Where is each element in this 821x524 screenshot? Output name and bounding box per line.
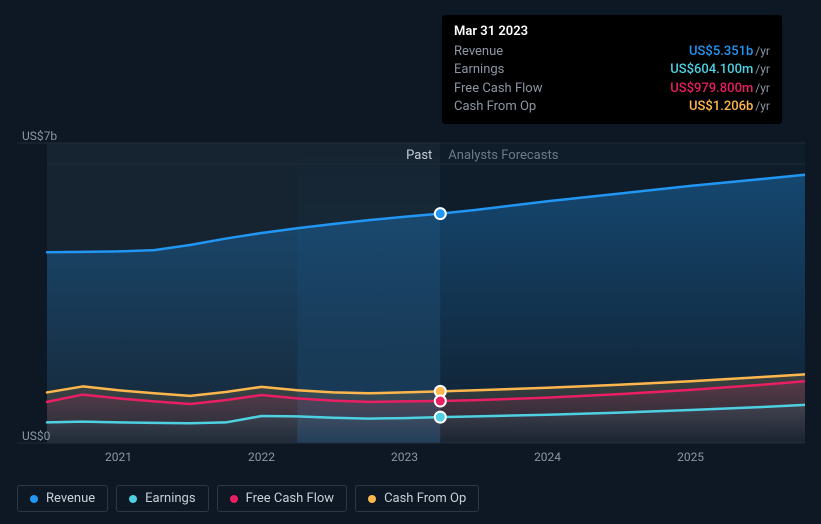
tooltip-title: Mar 31 2023 <box>454 23 770 41</box>
tooltip-row: Earnings US$604.100m/yr <box>454 61 770 79</box>
tooltip-row: Free Cash Flow US$979.800m/yr <box>454 80 770 98</box>
x-axis-label: 2021 <box>105 450 132 464</box>
tooltip-row: Cash From Op US$1.206b/yr <box>454 98 770 116</box>
tooltip-row-unit: /yr <box>755 44 770 58</box>
x-axis-label: 2023 <box>391 450 418 464</box>
tooltip-row-value: US$604.100m <box>670 62 753 77</box>
tooltip-row-unit: /yr <box>755 62 770 76</box>
tooltip: Mar 31 2023 Revenue US$5.351b/yr Earnings U… <box>442 15 782 124</box>
tooltip-row-unit: /yr <box>755 99 770 113</box>
tooltip-row-label: Cash From Op <box>454 98 536 116</box>
legend-dot-icon <box>368 495 376 503</box>
legend-label: Cash From Op <box>384 491 466 506</box>
x-axis-label: 2022 <box>248 450 275 464</box>
legend-item[interactable]: Revenue <box>17 485 108 512</box>
tooltip-row-value: US$5.351b <box>689 44 753 59</box>
tooltip-row-label: Revenue <box>454 43 503 61</box>
legend-dot-icon <box>230 495 238 503</box>
tooltip-row-value: US$979.800m <box>670 81 753 96</box>
legend-item[interactable]: Cash From Op <box>355 485 479 512</box>
tooltip-row: Revenue US$5.351b/yr <box>454 43 770 61</box>
legend-label: Earnings <box>145 491 195 506</box>
legend-item[interactable]: Free Cash Flow <box>217 485 347 512</box>
legend-label: Revenue <box>46 491 95 506</box>
legend-dot-icon <box>30 495 38 503</box>
x-axis-label: 2025 <box>677 450 704 464</box>
x-axis-label: 2024 <box>534 450 561 464</box>
tooltip-row-label: Free Cash Flow <box>454 80 542 98</box>
legend-label: Free Cash Flow <box>246 491 334 506</box>
tooltip-row-unit: /yr <box>755 81 770 95</box>
y-axis-label: US$0 <box>22 429 51 443</box>
tooltip-row-value: US$1.206b <box>689 99 753 114</box>
legend-dot-icon <box>129 495 137 503</box>
forecast-label: Analysts Forecasts <box>448 148 558 163</box>
legend-item[interactable]: Earnings <box>116 485 208 512</box>
tooltip-row-label: Earnings <box>454 61 504 79</box>
past-label: Past <box>406 148 432 163</box>
legend: Revenue Earnings Free Cash Flow Cash From O… <box>17 485 479 512</box>
tooltip-rows: Revenue US$5.351b/yr Earnings US$604.100m/y… <box>454 43 770 116</box>
y-axis-label: US$7b <box>22 129 57 143</box>
